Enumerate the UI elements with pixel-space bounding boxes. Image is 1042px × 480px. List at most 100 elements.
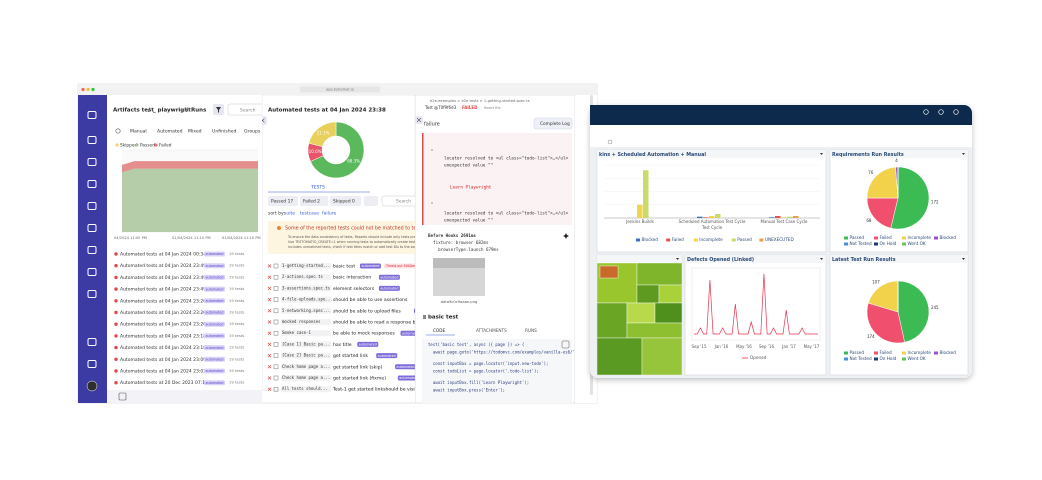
run-title[interactable]: Automated tests at 04 Jan 2024 23:09 [120,357,206,363]
test-title[interactable]: basic interaction [333,275,371,281]
nav-icon[interactable] [87,224,97,232]
nav-icon[interactable] [87,246,97,254]
sort-option[interactable]: testcase [300,211,319,217]
widget-menu[interactable] [820,258,823,260]
widget-menu[interactable] [676,258,679,260]
header-icon[interactable] [923,109,929,115]
legend-swatch [874,242,878,246]
tab[interactable]: TESTS [310,185,325,191]
filter-chip[interactable] [300,196,328,206]
bullet [431,149,433,151]
nav-icon[interactable] [87,268,97,276]
fail-mark [267,376,272,380]
error-line: unexpected value "" [444,218,493,224]
tab[interactable]: Mixed [188,129,202,135]
tab[interactable]: RUNS [525,328,537,333]
run-title[interactable]: Automated tests at 04 Jan 2024 23:18 [120,333,206,339]
run-title[interactable]: Automated tests at 04 Jan 2024 23:20 [120,322,206,328]
complete-log-button[interactable] [533,117,573,130]
nav-icon[interactable] [87,202,97,210]
widget-menu[interactable] [962,258,965,260]
sort-option[interactable]: suite [284,211,295,217]
tab[interactable]: Groups [244,129,261,135]
legend-swatch [666,238,671,242]
test-title[interactable]: be able to mock responses [333,331,395,337]
filter-chip[interactable] [268,196,298,206]
search-box[interactable] [381,195,416,207]
test-title[interactable]: basic test [333,264,355,270]
widget-menu[interactable] [820,153,823,155]
nav-icon[interactable] [87,180,97,188]
test-title[interactable]: should be able to upload files [333,308,401,314]
run-title[interactable]: Automated tests at 20 Dec 2023 07:16 [120,380,208,386]
nav-icon[interactable] [87,360,97,368]
header-icon[interactable] [938,109,944,115]
pie-label: 172 [931,199,939,204]
run-title[interactable]: Automated tests at 04 Jan 2024 23:20 [120,310,206,316]
search-box[interactable] [227,103,268,116]
copy-icon[interactable] [561,340,570,349]
filter-chip[interactable] [330,196,361,206]
filter-chip[interactable] [364,196,378,206]
run-title[interactable]: Automated tests at 04 Jan 2024 23:49 [120,287,206,293]
run-title[interactable]: Automated tests at 04 Jan 2024 23:18 [120,345,206,351]
run-title[interactable]: Automated tests at 04 Jan 2024 23:20 [120,298,206,304]
run-detail-panel: Automated tests at 04 Jan 2024 23:38 68.3… [258,95,424,393]
legend-label: Not Tested [850,241,872,246]
nav-icon[interactable] [87,158,97,166]
test-title[interactable]: get started link (skip) [333,364,383,370]
tag-bg [204,286,225,292]
nav-icon[interactable] [87,136,97,144]
tab[interactable]: CODE [433,328,445,333]
tab[interactable]: Manual [130,129,147,135]
widget-titlebar [597,255,682,263]
nav-icon[interactable] [87,290,97,298]
legend-label: Incomplete [908,350,932,355]
code-line: const todoList = page.locator('.todo-lis… [428,369,539,374]
legend-label: Went OK [908,356,926,361]
run-tag: automated [205,299,223,303]
tab[interactable]: Unfinished [212,129,236,135]
file-icon [273,342,279,347]
run-title[interactable]: Automated tests at 04 Jan 2024 23:49 [120,263,206,269]
close-button[interactable] [258,116,267,125]
tab[interactable]: Automated [157,129,183,135]
treemap-cell [658,284,683,304]
legend-swatch [731,238,736,242]
test-file: [Case 2] Basic pa... [282,353,330,358]
legend-swatch [844,357,848,361]
run-title[interactable]: Automated tests at 04 Jan 2024 23:49 [120,275,206,281]
area [122,168,258,232]
nav-icon[interactable] [87,338,97,346]
test-title[interactable]: should be able to read a response body [333,320,424,326]
run-title[interactable]: Automated tests at 04 Jan 2024 23:02 [120,369,206,375]
test-title[interactable]: element selectors [333,286,375,292]
button-label: Complete Log [540,121,570,127]
run-count: 19 tests [229,368,244,373]
bar [787,216,793,218]
pie-label: 76 [868,170,874,175]
tab[interactable]: ATTACHMENTS [476,328,507,333]
test-title[interactable]: get started link (fixme) [333,376,386,382]
reset-link[interactable]: Reset file [484,106,501,110]
treemap-cell [636,284,660,304]
sort-option[interactable]: failure [322,211,336,217]
avatar[interactable] [86,380,98,392]
test-title[interactable]: has title [333,342,352,348]
nav-icon[interactable] [87,111,97,119]
pie-slice [310,121,365,179]
bullet [431,202,433,204]
widget-title: kins + Scheduled Automation + Manual [599,152,706,158]
test-id: Test @T0f9f6d3 [424,105,457,110]
widget-menu[interactable] [962,153,965,155]
test-title[interactable]: Test-1 get started linkshould be visible [332,387,422,393]
tag-bg [400,330,415,336]
run-title[interactable]: Automated tests at 04 Jan 2024 00:34 [120,252,206,258]
tag-bg [204,356,225,362]
test-title[interactable]: should be able to use assertions [333,297,408,303]
status-dot [114,264,118,268]
header-icon[interactable] [953,109,959,115]
test-title[interactable]: get started link [333,353,368,359]
breadcrumb: _ playwright [153,108,191,114]
